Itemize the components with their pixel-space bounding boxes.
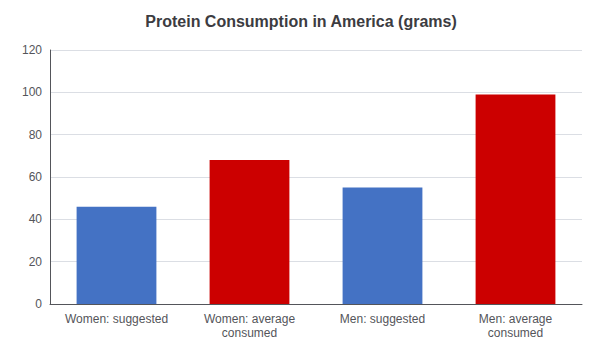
svg-text:Women: average: Women: average [204, 312, 295, 326]
svg-text:Men: average: Men: average [479, 312, 553, 326]
svg-text:60: 60 [29, 170, 43, 184]
svg-text:Women: suggested: Women: suggested [65, 312, 168, 326]
svg-text:100: 100 [22, 85, 42, 99]
svg-text:consumed: consumed [488, 326, 543, 340]
svg-text:consumed: consumed [222, 326, 277, 340]
svg-text:40: 40 [29, 212, 43, 226]
svg-text:0: 0 [35, 297, 42, 311]
svg-text:80: 80 [29, 128, 43, 142]
svg-text:Protein Consumption in America: Protein Consumption in America (grams) [145, 13, 456, 30]
svg-text:120: 120 [22, 43, 42, 57]
svg-text:20: 20 [29, 255, 43, 269]
svg-text:Men: suggested: Men: suggested [340, 312, 425, 326]
